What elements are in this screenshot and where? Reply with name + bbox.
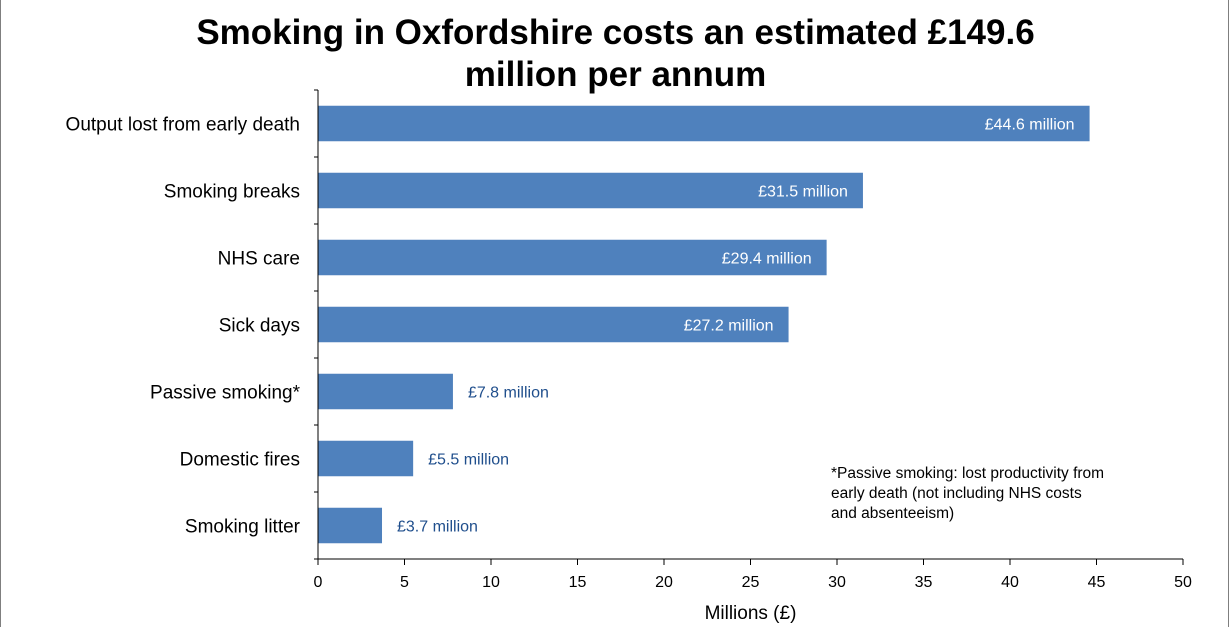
data-label: £31.5 million xyxy=(758,184,848,201)
bar xyxy=(318,105,1090,142)
bar xyxy=(318,507,383,544)
data-label: £3.7 million xyxy=(397,519,478,536)
chart-title-line-1: Smoking in Oxfordshire costs an estimate… xyxy=(196,13,1035,52)
x-tick-label: 30 xyxy=(828,574,846,591)
x-tick-label: 25 xyxy=(742,574,760,591)
x-axis-label: Millions (£) xyxy=(705,603,797,624)
bar xyxy=(318,440,414,477)
x-tick-label: 40 xyxy=(1001,574,1019,591)
x-tick-label: 0 xyxy=(314,574,323,591)
chart-title-line-2: million per annum xyxy=(464,55,767,94)
category-label: Domestic fires xyxy=(180,450,300,471)
x-tick-label: 15 xyxy=(569,574,587,591)
footnote-line-1: *Passive smoking: lost productivity from xyxy=(831,465,1105,482)
footnote-line-2: early death (not including NHS costs xyxy=(831,485,1082,502)
chart-title: Smoking in Oxfordshire costs an estimate… xyxy=(0,12,1231,96)
footnote: *Passive smoking: lost productivity from… xyxy=(831,464,1191,524)
x-tick-label: 35 xyxy=(915,574,933,591)
category-label: Passive smoking* xyxy=(150,383,301,404)
bar xyxy=(318,172,863,209)
category-label: Smoking litter xyxy=(185,517,301,538)
footnote-line-3: and absenteeism) xyxy=(831,505,955,522)
category-label: NHS care xyxy=(218,249,300,270)
category-label: Sick days xyxy=(219,316,300,337)
category-label: Smoking breaks xyxy=(164,182,300,203)
x-tick-label: 20 xyxy=(655,574,673,591)
category-label: Output lost from early death xyxy=(66,115,300,136)
x-tick-label: 50 xyxy=(1174,574,1192,591)
bar xyxy=(318,239,827,276)
data-label: £44.6 million xyxy=(985,117,1075,134)
x-tick-label: 45 xyxy=(1088,574,1106,591)
data-label: £7.8 million xyxy=(468,385,549,402)
bar xyxy=(318,306,789,343)
data-label: £5.5 million xyxy=(428,452,509,469)
data-label: £29.4 million xyxy=(722,251,812,268)
bar xyxy=(318,373,453,410)
data-label: £27.2 million xyxy=(684,318,774,335)
x-tick-label: 5 xyxy=(400,574,409,591)
x-tick-label: 10 xyxy=(482,574,500,591)
